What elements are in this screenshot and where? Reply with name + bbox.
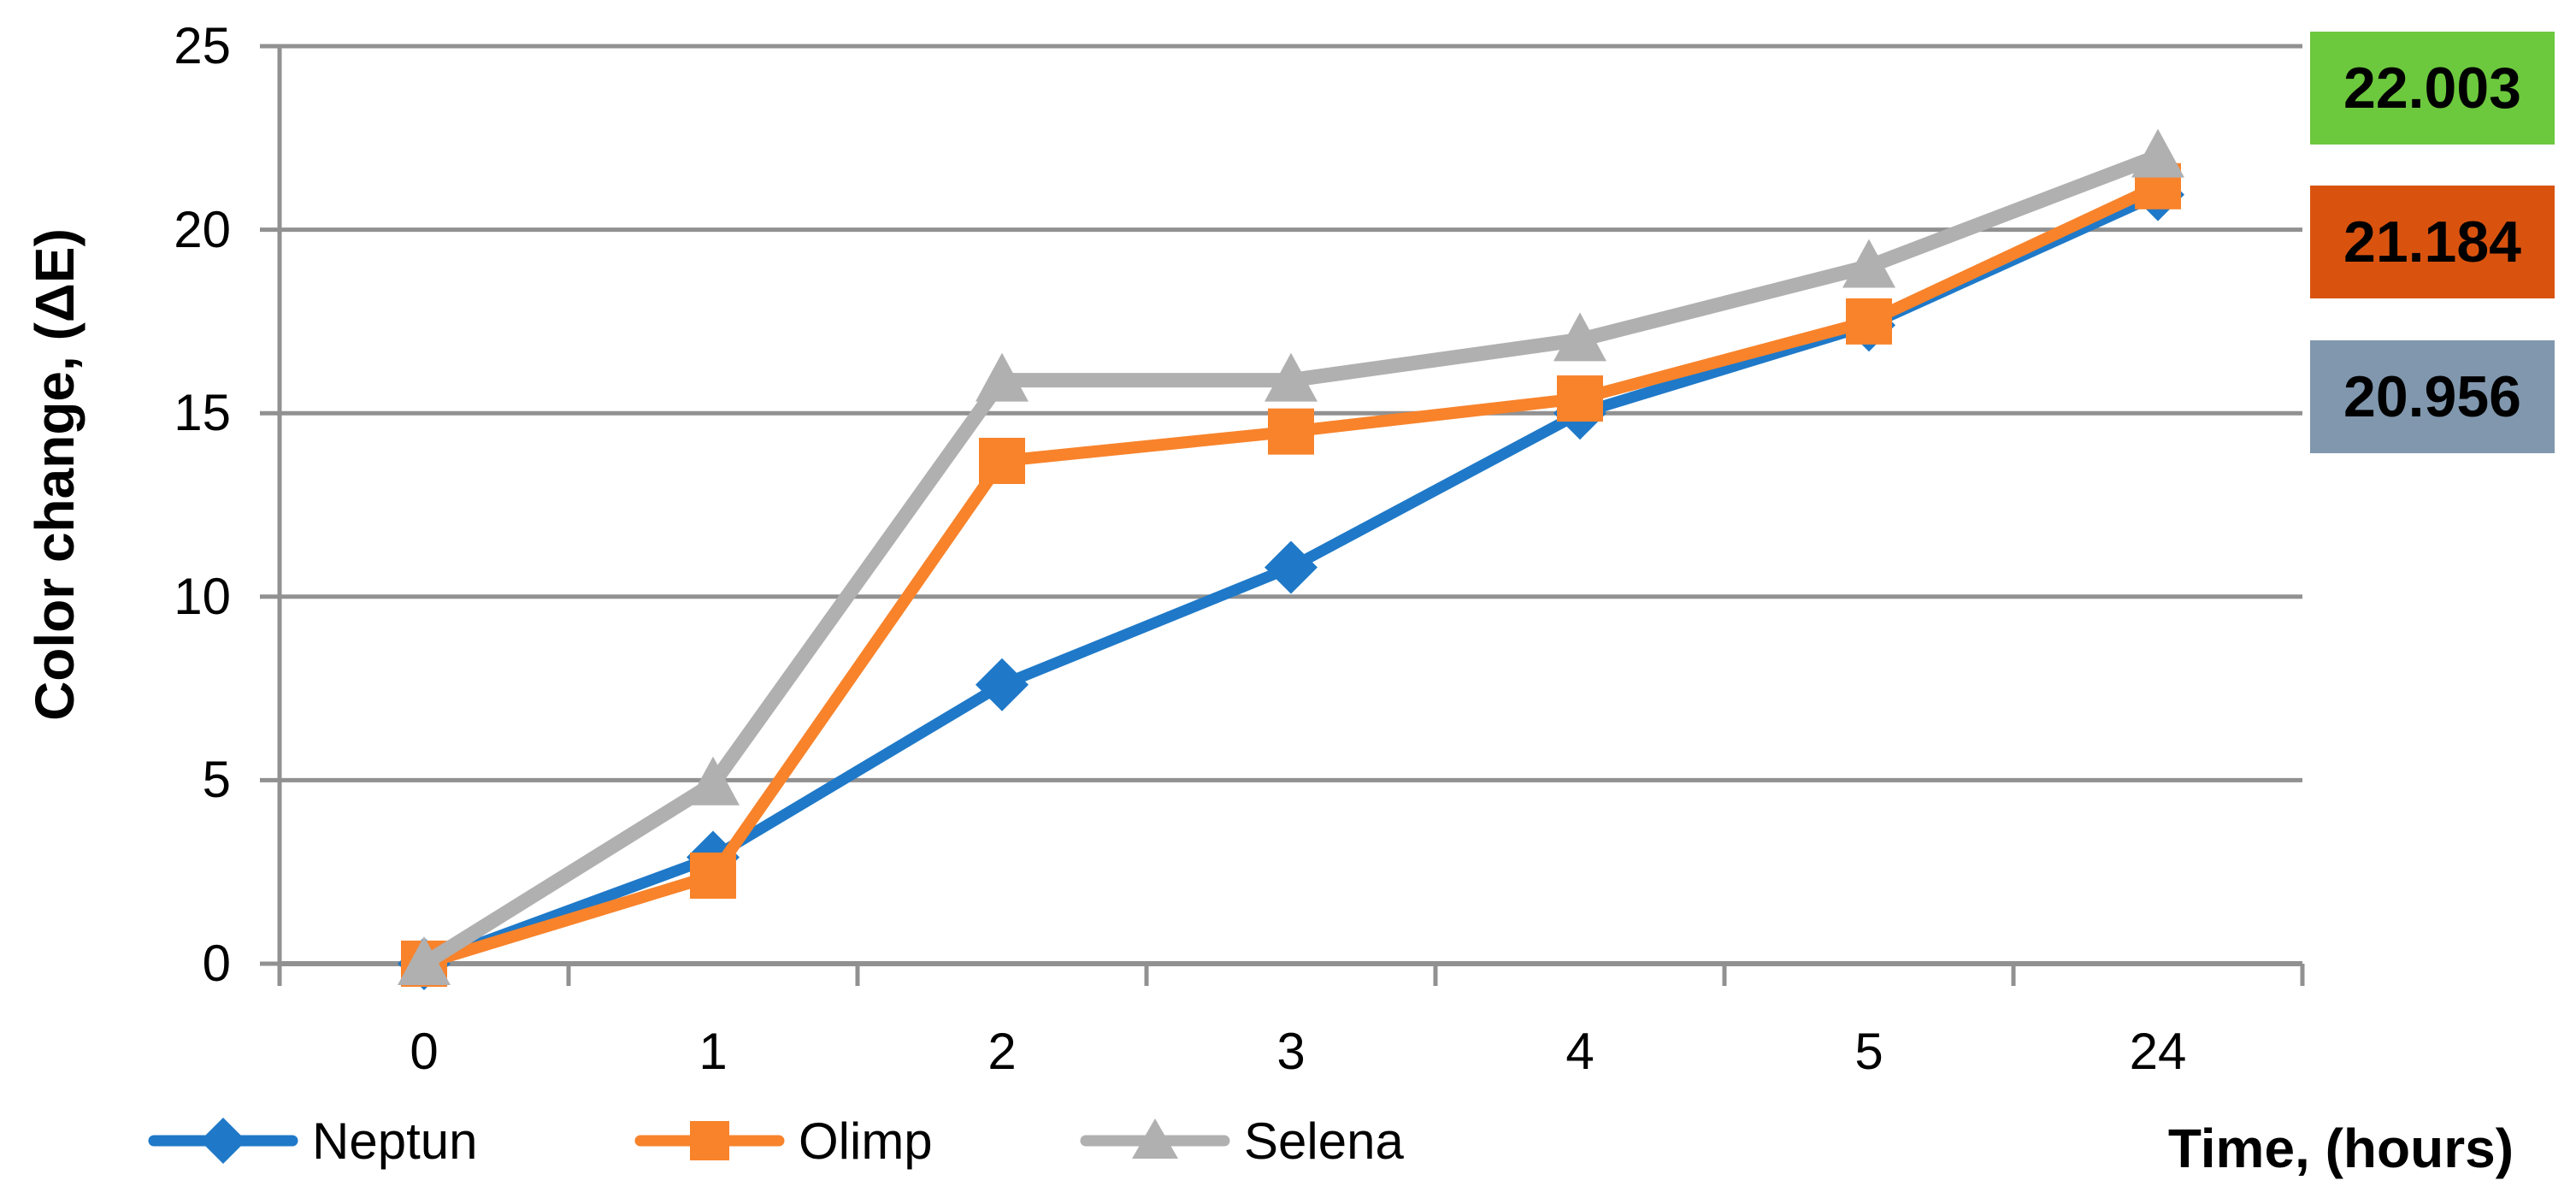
x-axis-title: Time, (hours) [2167, 1118, 2514, 1179]
x-tick-label: 5 [1854, 1023, 1883, 1080]
triangle-marker [1553, 312, 1606, 362]
y-tick-label: 15 [174, 384, 231, 442]
legend-label: Selena [1244, 1112, 1404, 1170]
diamond-marker [1264, 540, 1317, 594]
square-marker [1268, 408, 1314, 455]
legend-item-neptun: Neptun [148, 1107, 477, 1175]
legend-swatch-square-icon [634, 1121, 785, 1160]
end-value-box-olimp: 21.184 [2310, 186, 2555, 298]
triangle-marker [1264, 352, 1317, 402]
legend-item-selena: Selena [1080, 1107, 1404, 1175]
end-value-box-neptun: 20.956 [2310, 340, 2555, 453]
legend-swatch-diamond-icon [148, 1118, 298, 1164]
y-axis-title: Color change, (ΔE) [24, 228, 85, 721]
square-marker [1557, 375, 1603, 422]
y-tick-label: 25 [174, 17, 231, 74]
x-tick-label: 1 [699, 1023, 728, 1080]
y-tick-label: 10 [174, 567, 231, 625]
triangle-marker [687, 756, 740, 806]
square-marker [690, 852, 736, 899]
x-tick-label: 24 [2129, 1023, 2187, 1080]
triangle-marker [2131, 128, 2184, 178]
x-tick-label: 0 [410, 1023, 439, 1080]
x-tick-label: 4 [1565, 1023, 1595, 1080]
end-value-box-selena: 22.003 [2310, 32, 2555, 145]
y-tick-label: 5 [202, 751, 231, 809]
triangle-marker [976, 352, 1029, 402]
triangle-marker [398, 936, 451, 985]
y-tick-label: 0 [202, 935, 231, 992]
legend-swatch-triangle-icon [1080, 1118, 1230, 1159]
diamond-marker [976, 658, 1029, 711]
y-tick-label: 20 [174, 200, 231, 258]
x-tick-label: 2 [987, 1023, 1017, 1080]
square-marker [1846, 298, 1892, 345]
legend-label: Neptun [312, 1112, 478, 1170]
square-marker [979, 437, 1025, 484]
legend-label: Olimp [799, 1112, 933, 1170]
x-tick-label: 3 [1276, 1023, 1306, 1080]
legend-item-olimp: Olimp [634, 1107, 933, 1175]
triangle-marker [1842, 239, 1895, 288]
